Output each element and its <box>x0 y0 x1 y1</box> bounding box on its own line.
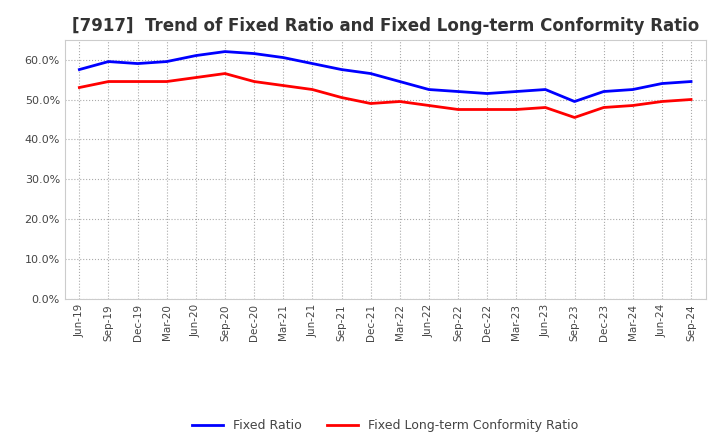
Fixed Long-term Conformity Ratio <box>163 79 171 84</box>
Fixed Ratio <box>629 87 637 92</box>
Fixed Ratio <box>657 81 666 86</box>
Fixed Long-term Conformity Ratio <box>599 105 608 110</box>
Fixed Ratio <box>599 89 608 94</box>
Fixed Ratio <box>454 89 462 94</box>
Fixed Ratio <box>250 51 258 56</box>
Fixed Ratio <box>366 71 375 76</box>
Fixed Long-term Conformity Ratio <box>657 99 666 104</box>
Fixed Ratio <box>133 61 142 66</box>
Fixed Ratio <box>75 67 84 72</box>
Fixed Long-term Conformity Ratio <box>395 99 404 104</box>
Fixed Ratio <box>541 87 550 92</box>
Fixed Long-term Conformity Ratio <box>454 107 462 112</box>
Fixed Long-term Conformity Ratio <box>133 79 142 84</box>
Fixed Long-term Conformity Ratio <box>279 83 287 88</box>
Fixed Long-term Conformity Ratio <box>337 95 346 100</box>
Fixed Long-term Conformity Ratio <box>483 107 492 112</box>
Fixed Long-term Conformity Ratio <box>220 71 229 76</box>
Fixed Long-term Conformity Ratio <box>308 87 317 92</box>
Fixed Ratio <box>570 99 579 104</box>
Legend: Fixed Ratio, Fixed Long-term Conformity Ratio: Fixed Ratio, Fixed Long-term Conformity … <box>187 414 583 437</box>
Fixed Ratio <box>395 79 404 84</box>
Fixed Ratio <box>337 67 346 72</box>
Fixed Long-term Conformity Ratio <box>75 85 84 90</box>
Fixed Ratio <box>163 59 171 64</box>
Fixed Ratio <box>220 49 229 54</box>
Fixed Ratio <box>192 53 200 58</box>
Fixed Ratio <box>308 61 317 66</box>
Fixed Long-term Conformity Ratio <box>192 75 200 80</box>
Fixed Long-term Conformity Ratio <box>629 103 637 108</box>
Fixed Ratio <box>687 79 696 84</box>
Line: Fixed Long-term Conformity Ratio: Fixed Long-term Conformity Ratio <box>79 73 691 117</box>
Fixed Ratio <box>425 87 433 92</box>
Fixed Long-term Conformity Ratio <box>104 79 113 84</box>
Fixed Long-term Conformity Ratio <box>250 79 258 84</box>
Fixed Long-term Conformity Ratio <box>512 107 521 112</box>
Fixed Ratio <box>104 59 113 64</box>
Title: [7917]  Trend of Fixed Ratio and Fixed Long-term Conformity Ratio: [7917] Trend of Fixed Ratio and Fixed Lo… <box>71 17 699 35</box>
Line: Fixed Ratio: Fixed Ratio <box>79 51 691 102</box>
Fixed Long-term Conformity Ratio <box>687 97 696 102</box>
Fixed Ratio <box>483 91 492 96</box>
Fixed Long-term Conformity Ratio <box>570 115 579 120</box>
Fixed Long-term Conformity Ratio <box>366 101 375 106</box>
Fixed Ratio <box>512 89 521 94</box>
Fixed Ratio <box>279 55 287 60</box>
Fixed Long-term Conformity Ratio <box>425 103 433 108</box>
Fixed Long-term Conformity Ratio <box>541 105 550 110</box>
